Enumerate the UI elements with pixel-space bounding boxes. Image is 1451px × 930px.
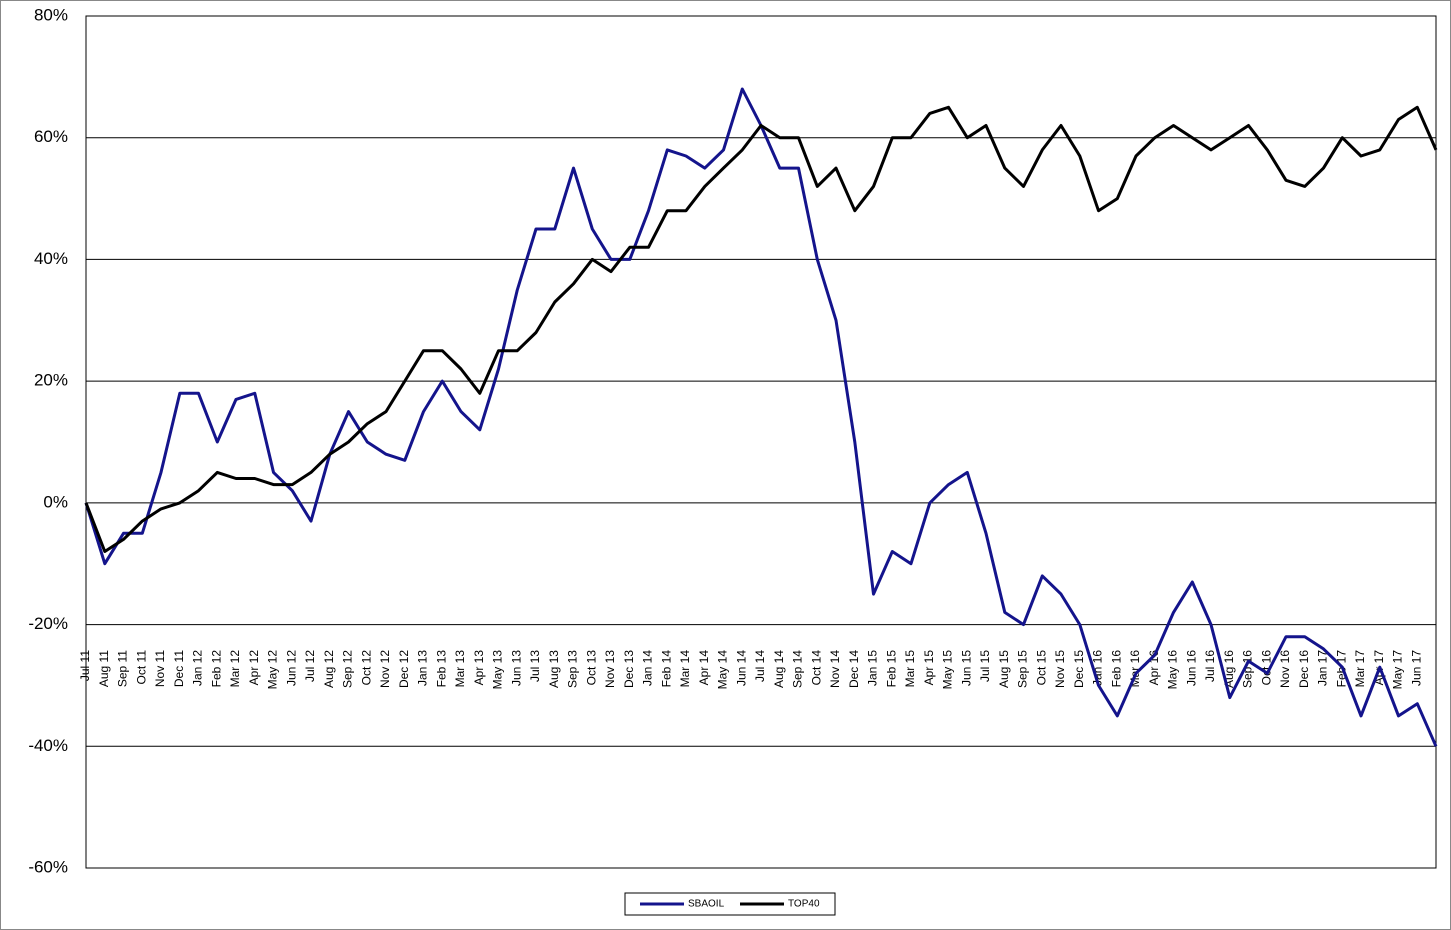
x-tick-label: Feb 15: [884, 650, 898, 688]
y-tick-label: -60%: [28, 857, 68, 876]
x-tick-label: Mar 14: [678, 650, 692, 688]
x-tick-label: Jun 15: [959, 650, 973, 686]
x-tick-label: Jun 12: [284, 650, 298, 686]
x-tick-label: May 12: [266, 650, 280, 690]
x-tick-label: Apr 12: [247, 650, 261, 686]
x-tick-label: Sep 11: [116, 650, 130, 687]
x-tick-label: Dec 12: [397, 650, 411, 688]
x-tick-label: Aug 14: [772, 650, 786, 688]
x-tick-label: Dec 14: [847, 650, 861, 688]
x-tick-label: Nov 11: [153, 650, 167, 687]
x-tick-label: Mar 15: [903, 650, 917, 688]
x-tick-label: Jun 13: [509, 650, 523, 686]
x-tick-label: Nov 12: [378, 650, 392, 688]
y-tick-label: 60%: [34, 127, 68, 146]
x-tick-label: Mar 13: [453, 650, 467, 688]
x-tick-label: Nov 13: [603, 650, 617, 688]
x-tick-label: Oct 12: [359, 650, 373, 686]
series-line: [84, 105, 1438, 553]
x-tick-label: Feb 13: [434, 650, 448, 688]
x-tick-label: Oct 15: [1034, 650, 1048, 686]
x-tick-label: Jan 12: [191, 650, 205, 686]
x-tick-label: Jan 15: [866, 650, 880, 686]
x-tick-label: Jul 14: [753, 650, 767, 682]
y-tick-label: 80%: [34, 5, 68, 24]
x-tick-label: Apr 13: [472, 650, 486, 686]
x-tick-label: Jan 16: [1091, 650, 1105, 686]
x-tick-label: Oct 16: [1259, 650, 1273, 686]
y-tick-label: 40%: [34, 249, 68, 268]
x-tick-label: Oct 13: [584, 650, 598, 686]
x-tick-label: Dec 16: [1297, 650, 1311, 688]
legend-label: TOP40: [788, 899, 820, 910]
x-tick-label: Nov 14: [828, 650, 842, 688]
y-tick-label: 0%: [43, 492, 68, 511]
x-tick-label: Jul 11: [78, 650, 92, 681]
x-tick-label: Sep 16: [1241, 650, 1255, 688]
x-tick-label: Feb 12: [209, 650, 223, 688]
x-tick-label: Jan 14: [641, 650, 655, 686]
x-tick-label: Jul 13: [528, 650, 542, 682]
legend: [624, 892, 836, 916]
x-tick-label: Aug 15: [997, 650, 1011, 688]
x-tick-label: Nov 16: [1278, 650, 1292, 688]
x-tick-label: Jun 16: [1184, 650, 1198, 686]
x-tick-label: Apr 14: [697, 650, 711, 686]
x-tick-label: Aug 12: [322, 650, 336, 688]
x-tick-label: Jan 13: [416, 650, 430, 686]
x-tick-label: Nov 15: [1053, 650, 1067, 688]
x-tick-label: May 14: [716, 650, 730, 690]
x-tick-label: May 13: [491, 650, 505, 690]
x-tick-label: Aug 11: [97, 650, 111, 687]
x-tick-label: Mar 17: [1353, 650, 1367, 688]
x-tick-label: Jan 17: [1316, 650, 1330, 686]
x-tick-label: Jun 17: [1409, 650, 1423, 686]
x-tick-label: Oct 14: [809, 650, 823, 686]
x-tick-label: Apr 15: [922, 650, 936, 686]
y-tick-label: -20%: [28, 614, 68, 633]
x-tick-label: May 17: [1391, 650, 1405, 690]
y-tick-label: 20%: [34, 371, 68, 390]
x-tick-label: Dec 15: [1072, 650, 1086, 688]
x-tick-label: Sep 12: [341, 650, 355, 688]
plot-area: [85, 15, 1437, 869]
x-tick-label: Dec 11: [172, 650, 186, 687]
x-tick-label: Dec 13: [622, 650, 636, 688]
x-tick-label: Mar 16: [1128, 650, 1142, 688]
x-tick-label: Sep 15: [1016, 650, 1030, 688]
x-tick-label: Feb 16: [1109, 650, 1123, 688]
x-tick-label: Aug 16: [1222, 650, 1236, 688]
x-tick-label: Jul 12: [303, 650, 317, 682]
x-tick-label: Sep 13: [566, 650, 580, 688]
x-tick-label: May 16: [1166, 650, 1180, 690]
x-tick-label: Aug 13: [547, 650, 561, 688]
x-tick-label: Jun 14: [734, 650, 748, 686]
x-tick-label: Sep 14: [791, 650, 805, 688]
x-tick-label: Jul 16: [1203, 650, 1217, 682]
x-tick-label: Mar 12: [228, 650, 242, 688]
x-tick-label: Jul 15: [978, 650, 992, 682]
legend-label: SBAOIL: [688, 899, 725, 910]
y-tick-label: -40%: [28, 736, 68, 755]
x-tick-label: May 15: [941, 650, 955, 690]
x-tick-label: Feb 14: [659, 650, 673, 688]
x-tick-label: Oct 11: [134, 650, 148, 685]
